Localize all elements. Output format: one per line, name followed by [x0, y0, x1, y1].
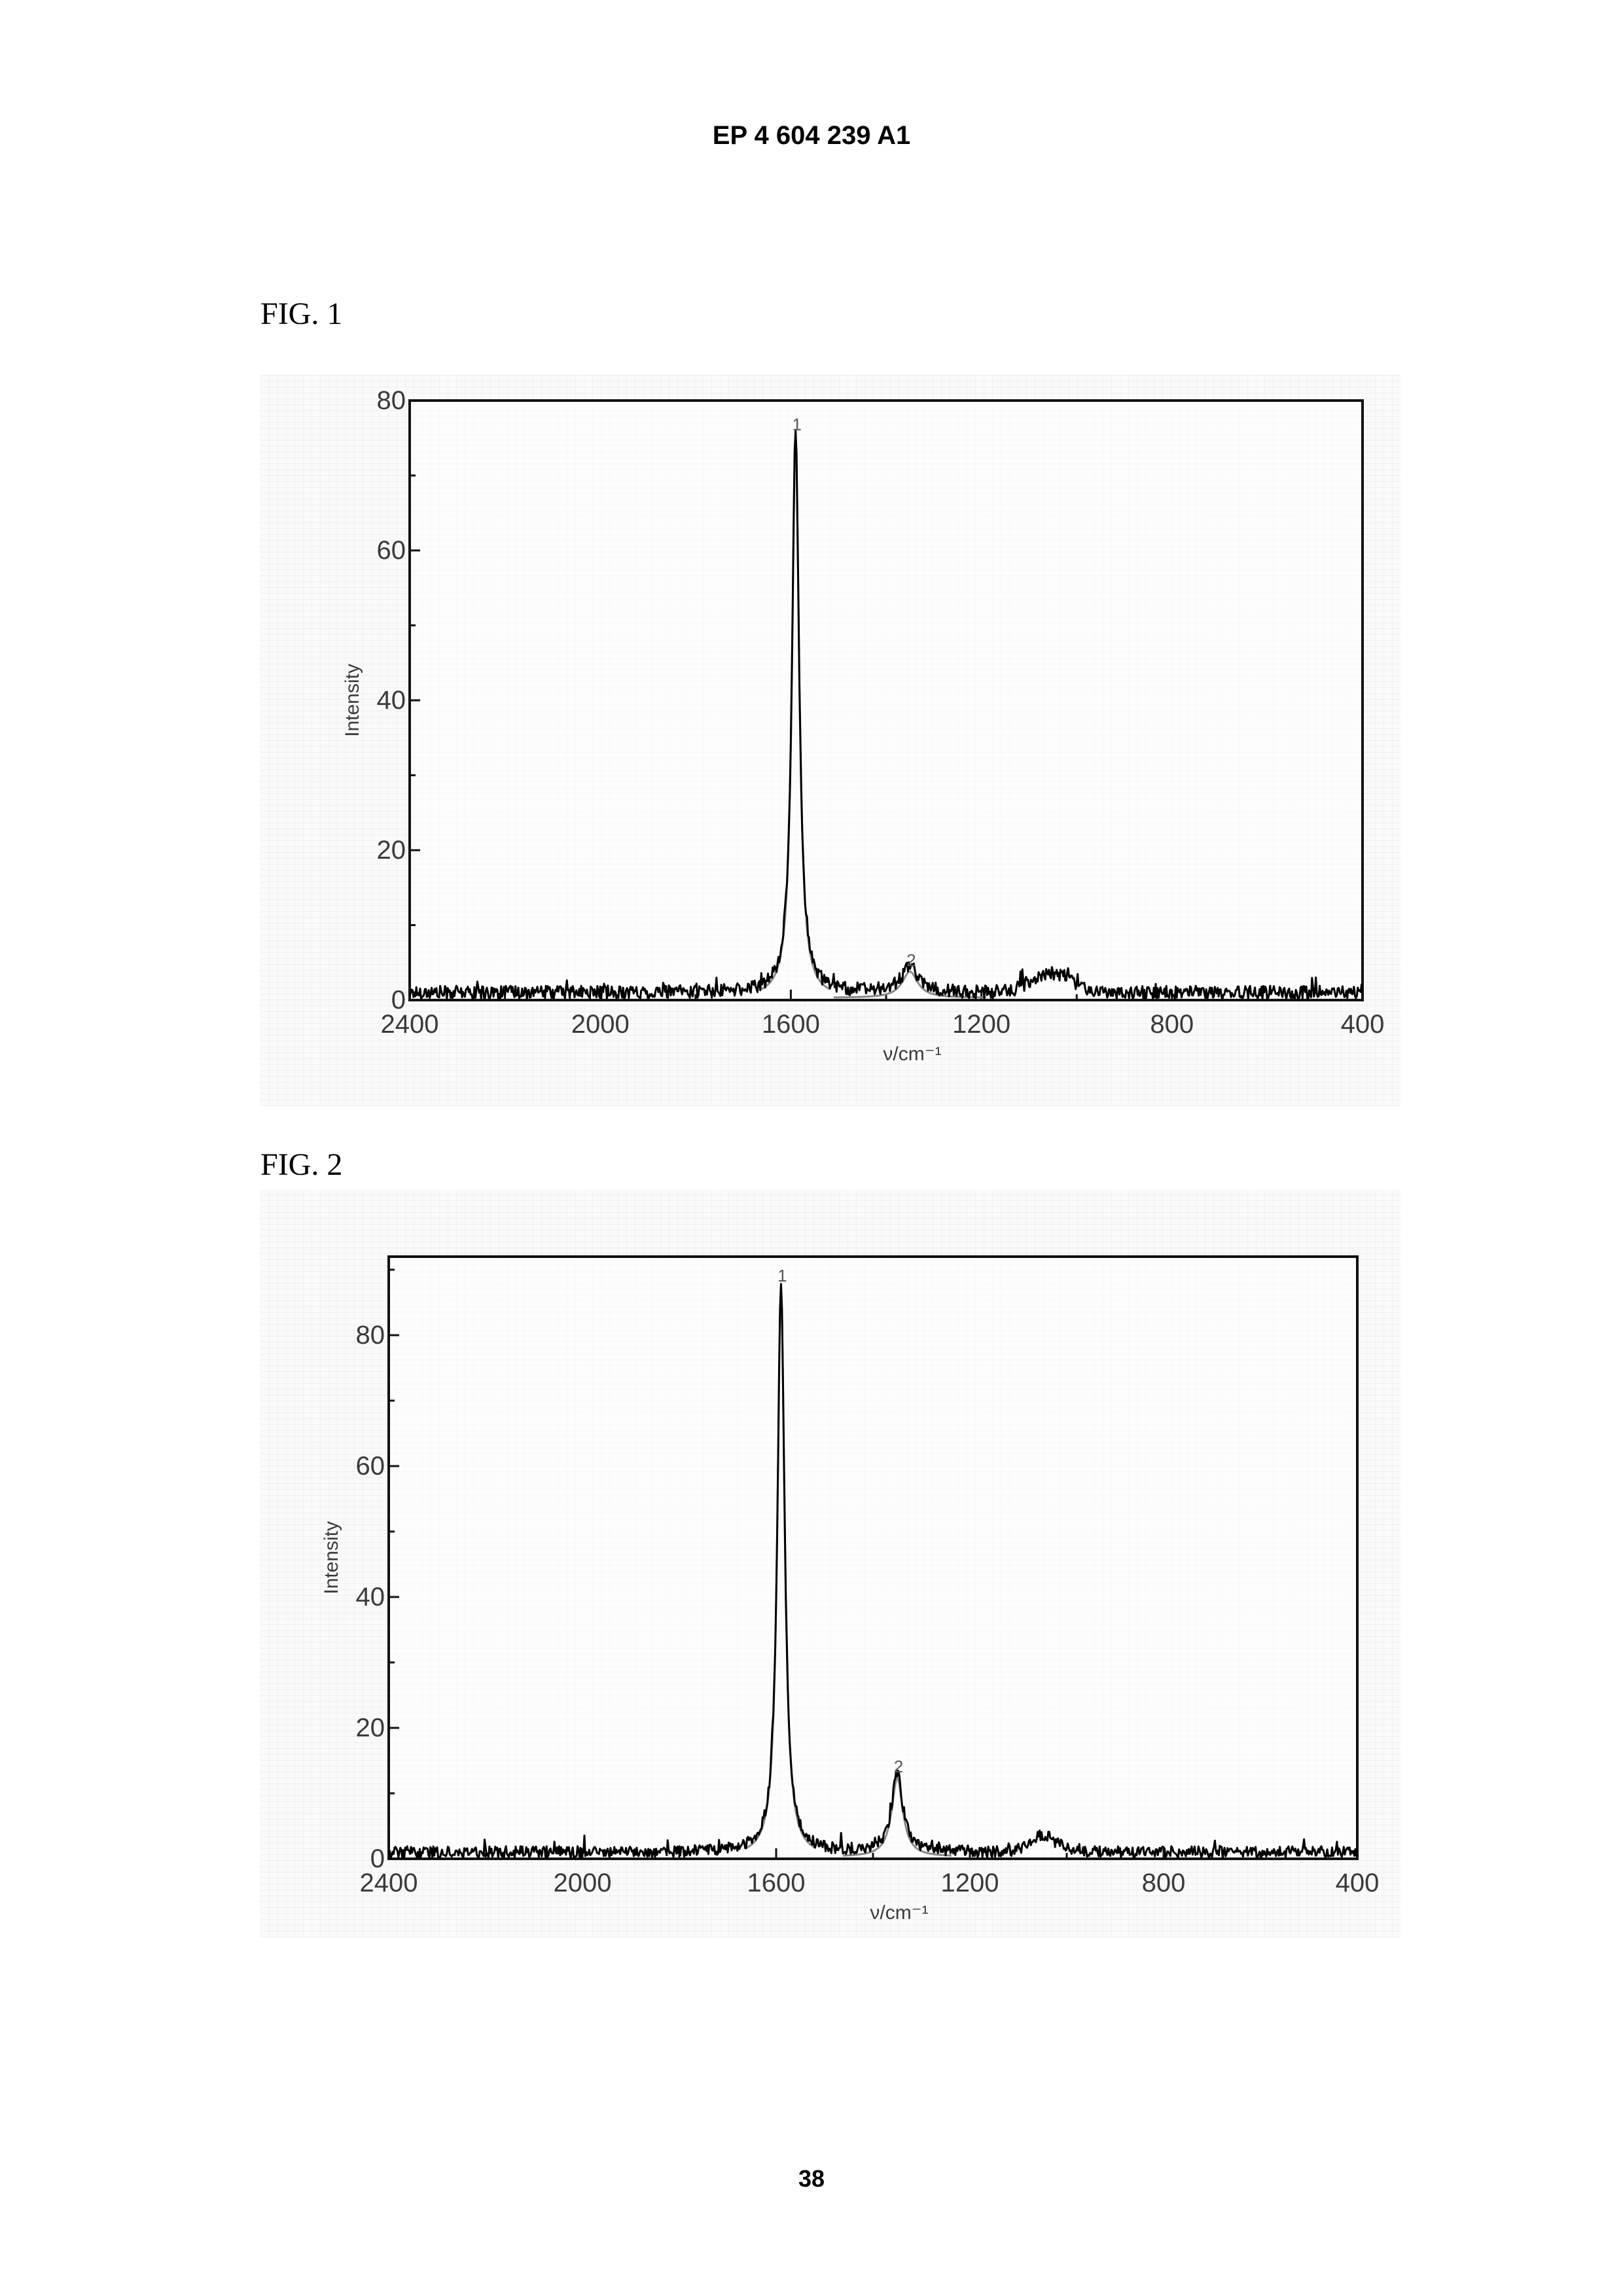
y-axis-title: Intensity [342, 664, 363, 737]
peak-label-2: 2 [894, 1757, 903, 1776]
page-number: 38 [0, 2165, 1623, 2193]
y-tick-label: 80 [377, 386, 406, 415]
x-tick-label: 1600 [747, 1869, 806, 1897]
plot-frame [410, 401, 1363, 1000]
x-tick-label: 1200 [941, 1869, 999, 1897]
y-tick-label: 60 [356, 1452, 385, 1480]
x-tick-label: 400 [1336, 1869, 1380, 1897]
raman-spectrum-chart-2: 0204060802400200016001200800400ν/cm⁻¹Int… [260, 1190, 1400, 1937]
x-tick-label: 2000 [571, 1010, 630, 1039]
figure-2-chart: 0204060802400200016001200800400ν/cm⁻¹Int… [260, 1190, 1400, 1937]
x-tick-label: 2400 [381, 1010, 439, 1039]
peak-label-1: 1 [792, 414, 801, 434]
x-tick-label: 1600 [762, 1010, 820, 1039]
x-axis-title: ν/cm⁻¹ [883, 1043, 941, 1065]
x-tick-label: 800 [1150, 1010, 1194, 1039]
y-tick-label: 20 [377, 836, 406, 865]
y-tick-label: 80 [356, 1321, 385, 1350]
plot-frame [389, 1257, 1357, 1859]
figure-1-chart: 0204060802400200016001200800400ν/cm⁻¹Int… [260, 374, 1400, 1106]
x-tick-label: 1200 [952, 1010, 1010, 1039]
y-tick-label: 20 [356, 1713, 385, 1742]
x-tick-label: 2400 [360, 1869, 418, 1897]
y-axis-title: Intensity [321, 1521, 342, 1594]
publication-number: EP 4 604 239 A1 [0, 121, 1623, 151]
figure-2-label: FIG. 2 [260, 1147, 342, 1183]
raman-spectrum-chart-1: 0204060802400200016001200800400ν/cm⁻¹Int… [260, 374, 1400, 1106]
peak-label-1: 1 [777, 1266, 787, 1285]
x-axis-title: ν/cm⁻¹ [870, 1902, 928, 1924]
x-tick-label: 400 [1341, 1010, 1385, 1039]
figure-1-label: FIG. 1 [260, 296, 342, 332]
x-tick-label: 2000 [554, 1869, 612, 1897]
peak-label-2: 2 [906, 950, 916, 970]
y-tick-label: 40 [377, 686, 406, 715]
x-tick-label: 800 [1142, 1869, 1186, 1897]
y-tick-label: 40 [356, 1583, 385, 1611]
y-tick-label: 60 [377, 536, 406, 565]
